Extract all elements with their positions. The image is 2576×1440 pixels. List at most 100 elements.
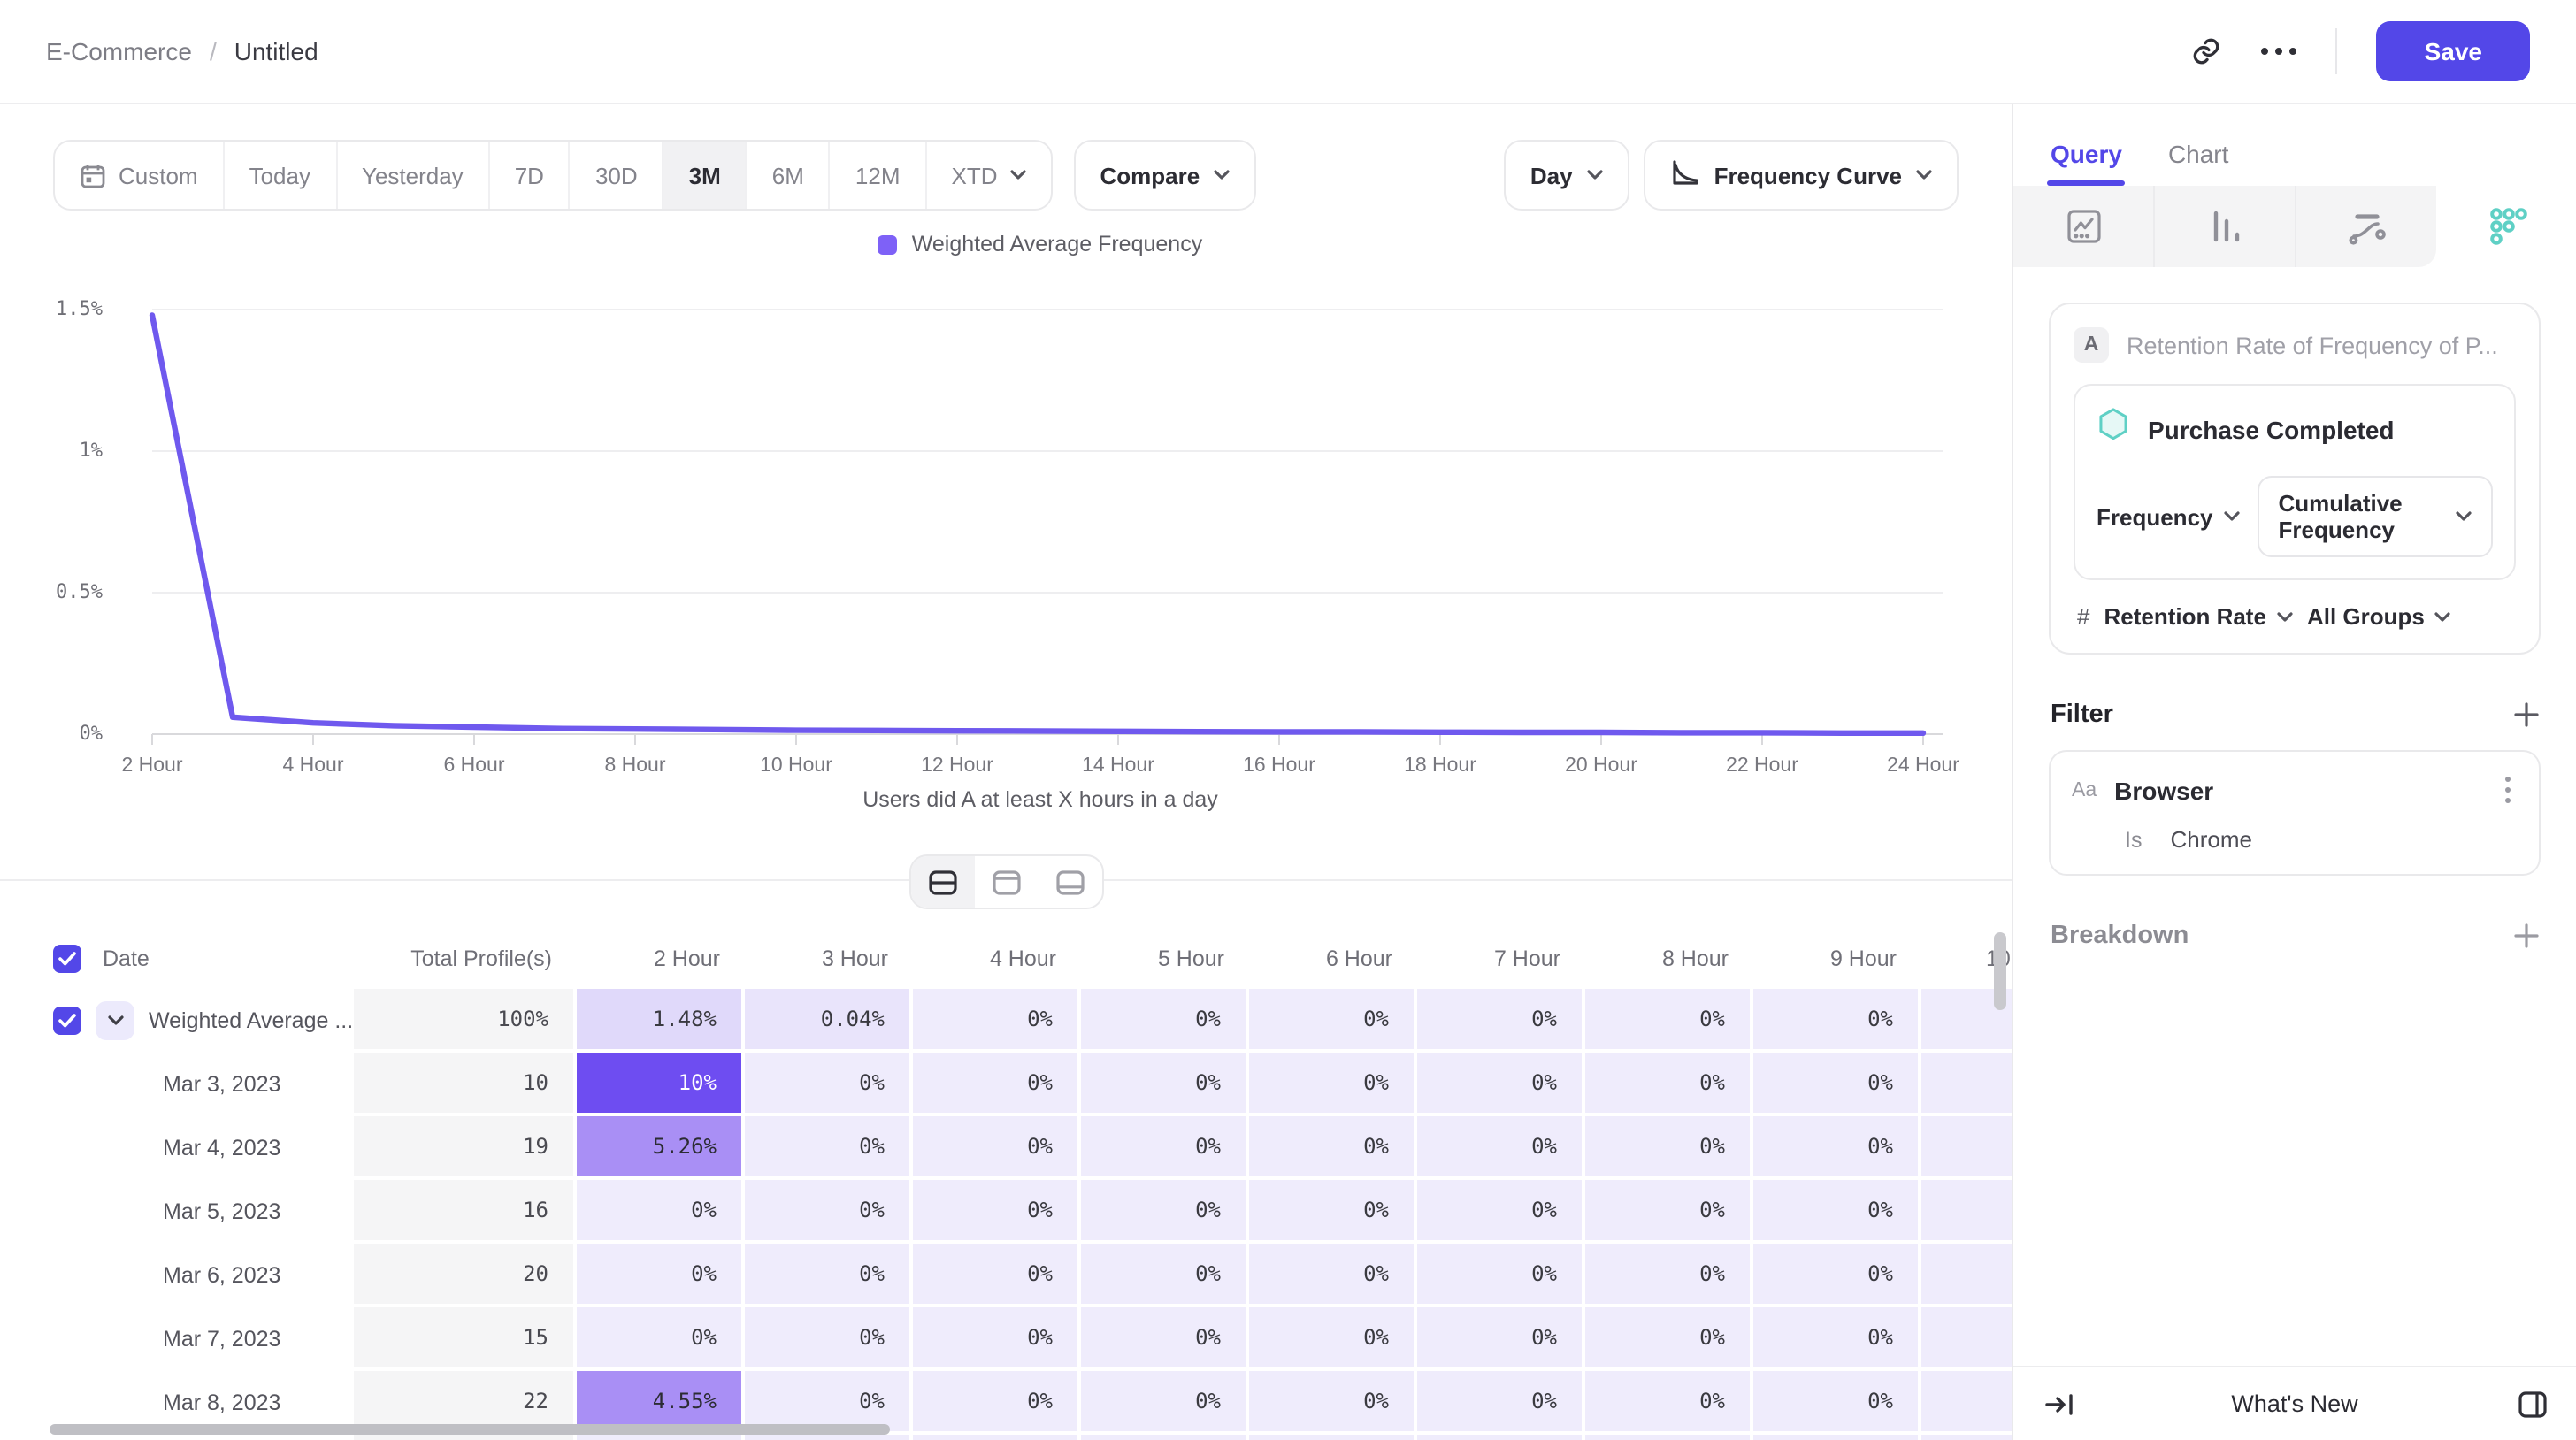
collapse-sidebar-icon[interactable] [2045,1391,2074,1416]
chart-type-row [2013,186,2576,267]
chart-area: Weighted Average Frequency 0% 0.5% 1% 1.5% … [0,232,2012,816]
range-3m[interactable]: 3M [663,142,748,209]
vertical-scrollbar[interactable] [1994,932,2006,1010]
property-type-badge: Aa [2072,779,2097,800]
range-7d[interactable]: 7D [490,142,571,209]
chart-legend[interactable]: Weighted Average Frequency [138,232,1943,257]
filter-kebab-menu[interactable] [2498,773,2518,807]
range-xtd[interactable]: XTD [927,142,1051,209]
y-axis-labels: 0% 0.5% 1% 1.5% [0,285,117,745]
cell-value: 0% [1753,989,1921,1053]
column-header-hour[interactable]: 5 Hour [1157,946,1224,971]
filter-value[interactable]: Chrome [2170,826,2252,853]
filter-operator[interactable]: Is [2125,827,2143,852]
tab-query[interactable]: Query [2046,140,2127,186]
view-mode-button[interactable]: Frequency Curve [1643,140,1959,211]
layout-chart-only-button[interactable] [974,856,1038,908]
range-today[interactable]: Today [225,142,337,209]
cell-value: 0% [1417,989,1585,1053]
row-expander-icon[interactable] [96,1001,134,1040]
column-header-hour[interactable]: 9 Hour [1829,946,1897,971]
column-header-hour[interactable]: 7 Hour [1493,946,1560,971]
cell-value: 0% [1417,1053,1585,1116]
event-card: Purchase Completed Frequency Cumulative … [2074,384,2516,580]
cell-value: 0% [913,1244,1081,1307]
column-header-hour[interactable]: 8 Hour [1661,946,1729,971]
chart-table-divider [0,854,2012,909]
chevron-down-icon [2435,611,2451,622]
granularity-label: Day [1530,162,1573,188]
whats-new-link[interactable]: What's New [2231,1390,2358,1417]
range-custom[interactable]: Custom [55,142,225,209]
column-header-hour[interactable]: 6 Hour [1325,946,1392,971]
metric-dropdown[interactable]: Retention Rate [2104,603,2293,630]
breadcrumb-separator: / [209,37,217,65]
save-button[interactable]: Save [2376,21,2530,81]
column-header-total[interactable]: Total Profile(s) [410,946,552,971]
x-tick-label: 10 Hour [760,755,832,777]
cell-value: 0% [1081,1307,1249,1371]
cell-value: 0% [745,1053,913,1116]
cell-total: 19 [354,1116,577,1180]
query-title[interactable]: Retention Rate of Frequency of P... [2127,332,2498,358]
breadcrumb-current[interactable]: Untitled [234,37,318,65]
add-filter-button[interactable] [2514,702,2539,727]
sidebar-tabs: Query Chart [2013,104,2576,186]
cell-value: 0% [1753,1244,1921,1307]
metric-prefix: # [2077,603,2090,630]
chart-type-flows[interactable] [2295,186,2436,267]
cell-value [1921,1435,2012,1440]
column-header-hour[interactable]: 4 Hour [989,946,1056,971]
granularity-button[interactable]: Day [1503,140,1629,211]
horizontal-scrollbar[interactable] [50,1424,890,1435]
filter-property[interactable]: Browser [2114,776,2214,804]
cell-value: 0% [1081,1244,1249,1307]
x-tick-label: 20 Hour [1565,755,1637,777]
event-name[interactable]: Purchase Completed [2148,416,2395,444]
y-tick-label: 0% [79,722,104,745]
frequency-curve-icon [1670,158,1700,192]
cell-value: 0% [1585,1180,1753,1244]
group-dropdown[interactable]: All Groups [2307,603,2451,630]
panel-toggle-icon[interactable] [2518,1390,2548,1418]
range-yesterday[interactable]: Yesterday [337,142,490,209]
range-12m[interactable]: 12M [831,142,927,209]
layout-table-only-button[interactable] [1038,856,1101,908]
cell-value: 0% [1417,1180,1585,1244]
table-row: Weighted Average ... 100% 1.48% 0.04% 0% 0% 0%… [0,989,2012,1053]
more-options-icon[interactable] [2261,48,2297,55]
measure-detail-dropdown[interactable]: Cumulative Frequency [2257,476,2493,557]
select-all-checkbox[interactable] [53,945,81,973]
range-30d[interactable]: 30D [571,142,664,209]
cell-value: 0% [913,1307,1081,1371]
group-label: All Groups [2306,603,2425,630]
cell-value: 0% [1753,1116,1921,1180]
row-checkbox[interactable] [53,1007,81,1035]
add-breakdown-button[interactable] [2514,923,2539,948]
cell-value: 0.04% [745,989,913,1053]
cell-value: 0% [1249,1307,1417,1371]
chart-type-bar[interactable] [2153,186,2295,267]
tab-chart[interactable]: Chart [2167,140,2229,168]
sidebar-footer: What's New [2013,1366,2576,1440]
link-icon[interactable] [2191,35,2223,67]
cell-value: 0% [1921,1307,2012,1371]
column-header-hour[interactable]: 2 Hour [653,946,720,971]
column-header-hour[interactable]: 3 Hour [821,946,888,971]
cell-value: 0% [913,989,1081,1053]
cell-total: 15 [354,1307,577,1371]
cell-value: 0% [745,1116,913,1180]
measure-dropdown[interactable]: Frequency [2097,503,2240,530]
column-header-date[interactable]: Date [103,946,150,971]
layout-split-view-button[interactable] [910,856,974,908]
breadcrumb-root[interactable]: E-Commerce [46,37,192,65]
y-tick-label: 1.5% [56,297,103,320]
chart-type-frequency[interactable] [2436,186,2576,267]
chart-type-insights[interactable] [2013,186,2153,267]
compare-button[interactable]: Compare [1073,140,1257,211]
range-6m[interactable]: 6M [748,142,831,209]
